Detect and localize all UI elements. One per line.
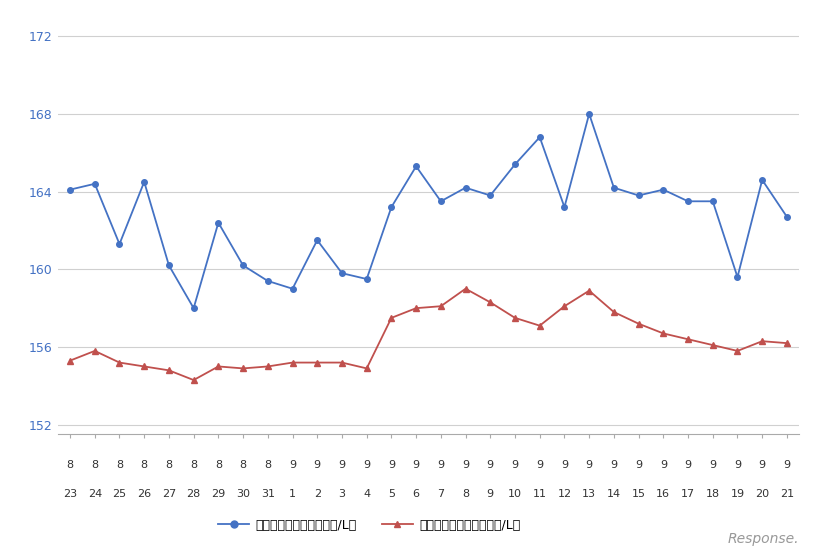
Text: 8: 8 [462,489,469,499]
Text: 9: 9 [339,460,345,470]
Text: 6: 6 [413,489,419,499]
Text: 12: 12 [557,489,572,499]
Text: 9: 9 [438,460,444,470]
Text: 9: 9 [586,460,592,470]
Text: 11: 11 [533,489,546,499]
Text: 9: 9 [709,460,716,470]
Text: 9: 9 [413,460,419,470]
Text: 20: 20 [755,489,770,499]
Text: 13: 13 [583,489,596,499]
Text: 9: 9 [289,460,296,470]
Text: 9: 9 [759,460,765,470]
Text: 8: 8 [240,460,246,470]
Text: 8: 8 [91,460,98,470]
Text: 1: 1 [289,489,296,499]
Text: 18: 18 [705,489,720,499]
Text: 8: 8 [141,460,147,470]
Text: 9: 9 [611,460,617,470]
Text: 27: 27 [162,489,176,499]
Text: 9: 9 [512,460,518,470]
Text: 24: 24 [87,489,102,499]
Text: 7: 7 [438,489,444,499]
Text: 21: 21 [780,489,794,499]
Text: 3: 3 [339,489,345,499]
Text: 8: 8 [116,460,123,470]
Text: 9: 9 [561,460,568,470]
Text: 8: 8 [190,460,197,470]
Text: 8: 8 [67,460,73,470]
Text: 30: 30 [236,489,250,499]
Text: 8: 8 [215,460,222,470]
Text: 23: 23 [63,489,77,499]
Text: 9: 9 [660,460,667,470]
Text: 17: 17 [681,489,695,499]
Text: 15: 15 [632,489,645,499]
Text: 8: 8 [265,460,271,470]
Text: 14: 14 [606,489,621,499]
Text: 31: 31 [261,489,274,499]
Text: 9: 9 [314,460,321,470]
Text: 26: 26 [137,489,152,499]
Text: 10: 10 [508,489,522,499]
Text: 29: 29 [211,489,226,499]
Text: 16: 16 [657,489,670,499]
Text: 5: 5 [388,489,395,499]
Legend: レギュラー看板価格（円/L）, レギュラー実売価格（円/L）: レギュラー看板価格（円/L）, レギュラー実売価格（円/L） [213,514,526,537]
Text: 4: 4 [363,489,370,499]
Text: 9: 9 [487,460,494,470]
Text: 9: 9 [487,489,494,499]
Text: 8: 8 [166,460,172,470]
Text: 9: 9 [388,460,395,470]
Text: Response.: Response. [728,532,799,546]
Text: 9: 9 [635,460,642,470]
Text: 9: 9 [734,460,741,470]
Text: 9: 9 [462,460,469,470]
Text: 25: 25 [112,489,127,499]
Text: 28: 28 [186,489,201,499]
Text: 2: 2 [314,489,321,499]
Text: 19: 19 [730,489,745,499]
Text: 9: 9 [784,460,790,470]
Text: 9: 9 [536,460,543,470]
Text: 9: 9 [363,460,370,470]
Text: 9: 9 [685,460,691,470]
